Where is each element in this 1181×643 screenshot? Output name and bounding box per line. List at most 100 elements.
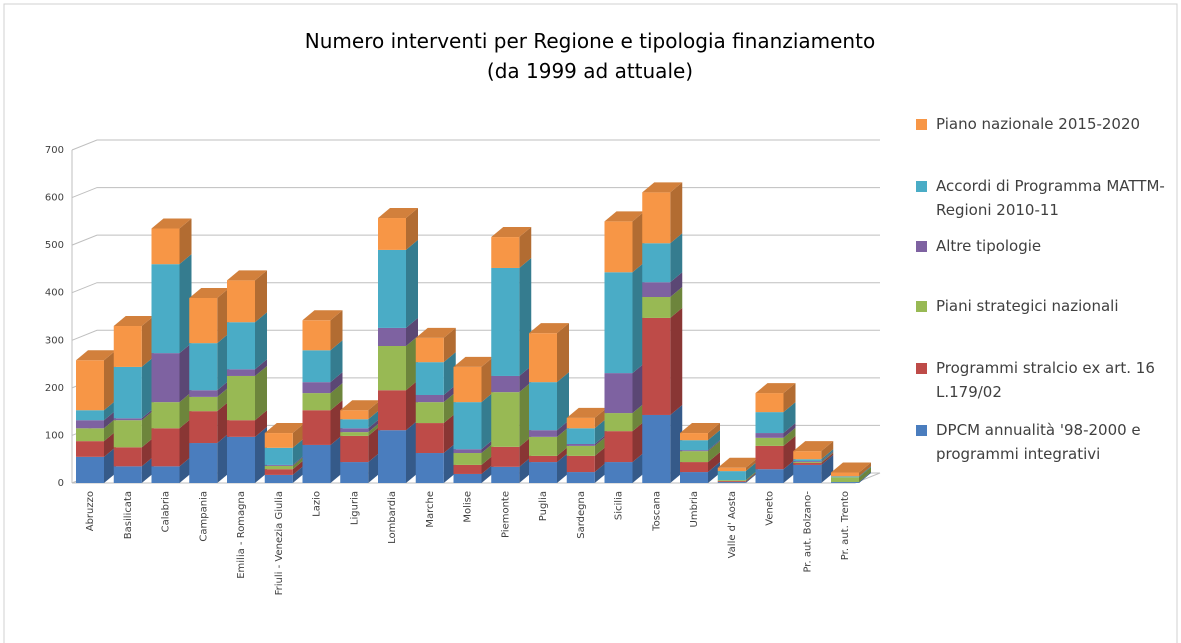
bar-side: [481, 439, 494, 454]
bar-side: [557, 452, 569, 483]
bar-segment: [302, 320, 331, 351]
bar-segment: [717, 480, 746, 482]
bar-segment: [453, 402, 482, 450]
bar-side: [594, 462, 607, 483]
bar-segment: [529, 436, 557, 456]
bar-segment: [151, 228, 180, 265]
x-tick-label: Abruzzo: [85, 491, 96, 531]
bar-side: [443, 392, 456, 424]
bar-side: [557, 372, 569, 431]
bar-segment: [831, 472, 859, 477]
bar-segment: [113, 466, 142, 483]
bar-side: [368, 425, 381, 463]
legend-entry: Accordi di Programma MATTM-Regioni 2010-…: [910, 174, 1175, 222]
x-tick-label: Lombardia: [387, 491, 398, 544]
bar-segment: [189, 297, 218, 344]
x-tick-label: Basilicata: [123, 491, 134, 539]
bar-segment: [76, 420, 104, 429]
bar-side: [179, 418, 192, 467]
bar-side: [292, 459, 305, 475]
bar-top: [529, 323, 569, 334]
bar-side: [255, 410, 267, 437]
bar-segment: [604, 272, 633, 374]
bar-side: [632, 211, 645, 273]
x-tick-label: Marche: [425, 491, 436, 528]
bar-segment: [227, 420, 255, 437]
bar-segment: [680, 450, 708, 452]
bar-side: [330, 372, 343, 394]
bar-segment: [340, 419, 369, 429]
bar-segment: [529, 382, 557, 431]
bar-side: [141, 316, 154, 367]
bar-segment: [76, 428, 104, 442]
bar-side: [443, 327, 456, 363]
bar-segment: [227, 436, 255, 483]
bar-segment: [604, 431, 633, 463]
bar-segment: [831, 476, 859, 478]
x-tick-label: Piemonte: [500, 491, 511, 538]
bar-segment: [680, 462, 708, 473]
bar-segment: [264, 447, 293, 465]
bar-side: [594, 435, 607, 456]
bar-segment: [378, 218, 406, 250]
bar-segment: [151, 428, 180, 467]
bar-side: [406, 239, 418, 328]
bar-segment: [566, 455, 595, 473]
bar-segment: [717, 482, 746, 483]
bar-segment: [264, 433, 293, 448]
bar-segment: [642, 414, 671, 483]
bar-top: [755, 383, 796, 394]
bar-side: [670, 286, 683, 318]
x-tick-label: Friuli - Venezia Giulia: [274, 491, 285, 595]
bar-segment: [302, 382, 331, 394]
bar-segment: [566, 472, 595, 483]
bar-side: [519, 257, 532, 376]
bar-segment: [340, 410, 369, 420]
bar-segment: [491, 446, 520, 467]
bar-side: [594, 433, 607, 446]
bar-segment: [113, 326, 142, 367]
bar-top: [604, 211, 645, 222]
bar-segment: [415, 402, 444, 424]
bar-side: [670, 272, 683, 297]
bar-top: [453, 356, 494, 367]
bar-side: [859, 467, 871, 483]
bar-top: [415, 327, 456, 338]
bar-side: [481, 463, 494, 483]
bar-segment: [755, 433, 784, 438]
bar-segment: [491, 237, 520, 268]
bar-segment: [227, 280, 255, 323]
bar-segment: [340, 428, 369, 433]
bar-segment: [566, 445, 595, 456]
bar-segment: [680, 440, 708, 451]
bar-segment: [76, 456, 104, 483]
bar-side: [217, 401, 230, 444]
bar-side: [783, 402, 796, 434]
bar-top: [717, 457, 758, 468]
bar-side: [519, 382, 532, 447]
bar-segment: [76, 441, 104, 457]
bar-segment: [302, 350, 331, 383]
bar-side: [141, 356, 154, 419]
bar-side: [670, 404, 683, 483]
bar-segment: [264, 465, 293, 470]
bar-segment: [717, 481, 746, 483]
bar-segment: [264, 469, 293, 475]
x-tick-label: Molise: [463, 491, 474, 523]
bar-segment: [491, 267, 520, 376]
bar-side: [519, 456, 532, 483]
bar-side: [708, 430, 720, 451]
bar-segment: [566, 428, 595, 444]
bar-segment: [415, 394, 444, 403]
bar-side: [557, 323, 569, 383]
bar-segment: [378, 430, 406, 483]
bar-side: [632, 363, 645, 414]
bar-segment: [755, 437, 784, 446]
bar-top: [642, 182, 683, 193]
x-tick-label: Sicilia: [614, 491, 625, 520]
y-tick-label: 600: [45, 193, 64, 204]
x-tick-label: Calabria: [161, 491, 172, 532]
bar-segment: [566, 417, 595, 429]
bar-side: [670, 233, 683, 283]
